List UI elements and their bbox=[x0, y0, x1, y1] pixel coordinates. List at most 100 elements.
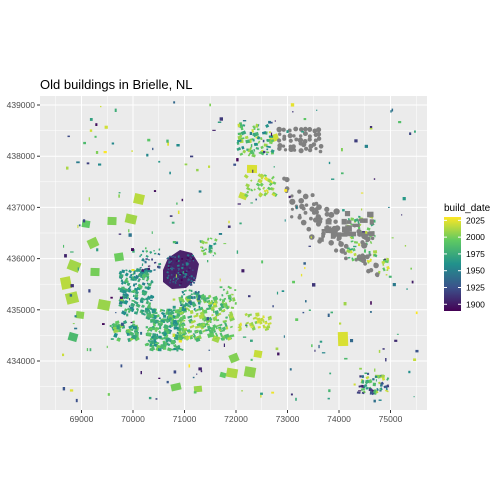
building bbox=[364, 234, 368, 240]
building bbox=[302, 193, 309, 200]
building bbox=[153, 339, 158, 344]
building bbox=[358, 390, 362, 392]
building bbox=[127, 310, 131, 313]
building bbox=[192, 281, 196, 284]
building bbox=[350, 240, 354, 243]
building bbox=[157, 320, 162, 323]
building bbox=[359, 367, 362, 370]
building bbox=[149, 307, 152, 310]
building bbox=[268, 135, 274, 138]
building bbox=[190, 274, 193, 278]
building bbox=[259, 182, 264, 187]
building bbox=[207, 260, 209, 263]
building bbox=[366, 268, 371, 274]
building bbox=[251, 153, 256, 158]
building bbox=[78, 224, 81, 227]
building bbox=[118, 192, 121, 194]
building bbox=[358, 385, 362, 388]
building bbox=[255, 198, 257, 201]
x-tick-label: 73000 bbox=[276, 414, 300, 424]
building bbox=[372, 378, 375, 381]
building bbox=[178, 337, 182, 340]
building bbox=[327, 313, 330, 317]
building bbox=[129, 298, 131, 301]
building bbox=[180, 278, 183, 282]
building bbox=[110, 338, 114, 340]
building bbox=[358, 215, 361, 218]
building bbox=[378, 381, 381, 385]
building bbox=[195, 337, 201, 343]
building bbox=[300, 273, 303, 277]
building bbox=[172, 272, 175, 275]
building bbox=[246, 164, 258, 174]
building bbox=[338, 240, 342, 244]
building bbox=[165, 334, 169, 338]
building bbox=[161, 330, 167, 335]
building bbox=[331, 178, 335, 180]
building bbox=[150, 313, 155, 319]
building bbox=[181, 263, 184, 266]
building bbox=[134, 290, 139, 295]
building bbox=[223, 343, 225, 347]
building bbox=[290, 194, 294, 198]
building bbox=[365, 231, 368, 234]
building bbox=[177, 210, 180, 214]
building bbox=[214, 238, 218, 242]
building bbox=[316, 109, 318, 111]
building bbox=[151, 346, 156, 351]
building bbox=[185, 272, 187, 275]
building bbox=[141, 282, 146, 286]
building bbox=[240, 130, 247, 136]
building bbox=[169, 263, 172, 265]
building bbox=[106, 345, 108, 349]
building bbox=[318, 344, 320, 349]
building bbox=[244, 312, 248, 317]
building bbox=[168, 255, 171, 258]
building bbox=[209, 251, 212, 254]
building bbox=[150, 269, 153, 273]
building bbox=[381, 374, 385, 378]
legend-tick-label: 1950 bbox=[466, 266, 485, 276]
building bbox=[149, 338, 153, 341]
building bbox=[218, 328, 222, 332]
building bbox=[166, 347, 172, 352]
building bbox=[357, 220, 360, 225]
building bbox=[149, 250, 153, 254]
building bbox=[366, 259, 371, 263]
building bbox=[265, 123, 270, 128]
building bbox=[267, 315, 272, 319]
building bbox=[328, 211, 335, 218]
building bbox=[270, 139, 275, 143]
x-tick-label: 71000 bbox=[173, 414, 197, 424]
building bbox=[174, 256, 176, 258]
building bbox=[236, 250, 239, 254]
building bbox=[145, 267, 148, 270]
building bbox=[166, 276, 169, 280]
building bbox=[269, 121, 273, 124]
building bbox=[178, 256, 182, 259]
building bbox=[373, 253, 378, 258]
building bbox=[237, 203, 241, 205]
building bbox=[114, 320, 120, 325]
building bbox=[364, 372, 367, 374]
building bbox=[113, 252, 125, 262]
building bbox=[123, 279, 129, 284]
building bbox=[353, 218, 359, 223]
building bbox=[74, 315, 77, 318]
building bbox=[288, 138, 293, 143]
building bbox=[168, 258, 171, 262]
building bbox=[188, 364, 191, 368]
building bbox=[141, 273, 147, 279]
building bbox=[381, 261, 386, 264]
building bbox=[282, 176, 287, 181]
y-tick-label: 434000 bbox=[7, 356, 36, 366]
y-tick-label: 436000 bbox=[7, 254, 36, 264]
building bbox=[173, 323, 178, 327]
building bbox=[169, 338, 173, 343]
building bbox=[158, 377, 161, 379]
x-tick-label: 74000 bbox=[327, 414, 351, 424]
building bbox=[240, 126, 244, 131]
building bbox=[178, 340, 182, 343]
building bbox=[148, 327, 153, 331]
building bbox=[311, 142, 317, 147]
